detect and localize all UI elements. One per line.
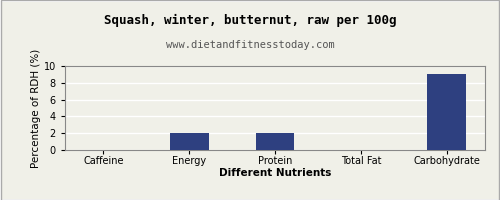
Text: www.dietandfitnesstoday.com: www.dietandfitnesstoday.com	[166, 40, 334, 50]
Bar	[170, 133, 208, 150]
Bar	[256, 133, 294, 150]
X-axis label: Different Nutrients: Different Nutrients	[219, 168, 331, 178]
Bar	[428, 74, 466, 150]
Text: Squash, winter, butternut, raw per 100g: Squash, winter, butternut, raw per 100g	[104, 14, 396, 27]
Y-axis label: Percentage of RDH (%): Percentage of RDH (%)	[31, 48, 41, 168]
